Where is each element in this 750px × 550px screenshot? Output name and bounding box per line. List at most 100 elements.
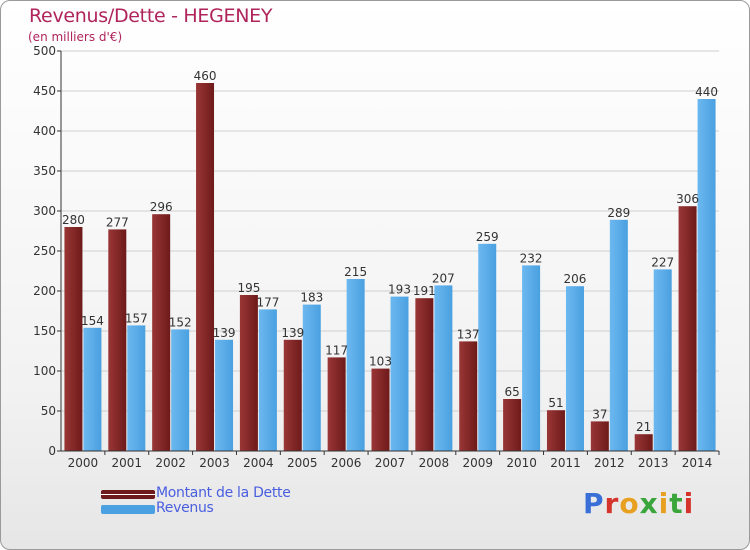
data-label-dette: 65 — [504, 385, 519, 399]
bar-dette — [546, 410, 565, 451]
logo-letter: o — [619, 487, 640, 520]
bar-revenus — [171, 329, 190, 451]
bar-revenus — [346, 279, 365, 451]
x-tick-label: 2013 — [638, 456, 669, 470]
logo-letter: i — [658, 487, 670, 520]
y-tick-label: 250 — [33, 244, 56, 258]
data-label-revenus: 215 — [344, 265, 367, 279]
logo-letter: t — [669, 487, 684, 520]
bar-revenus — [565, 286, 584, 451]
legend-label-dette: Montant de la Dette — [156, 485, 291, 501]
x-tick-label: 2008 — [419, 456, 450, 470]
y-tick-label: 50 — [41, 404, 56, 418]
data-label-revenus: 183 — [300, 291, 323, 305]
bar-revenus — [215, 339, 234, 451]
x-tick-label: 2009 — [462, 456, 493, 470]
data-label-dette: 460 — [194, 69, 217, 83]
bar-dette — [590, 421, 609, 451]
bar-revenus — [302, 304, 321, 451]
bar-dette — [634, 434, 653, 451]
data-label-dette: 191 — [413, 284, 436, 298]
bar-dette — [678, 206, 697, 451]
y-tick-label: 300 — [33, 204, 56, 218]
data-label-dette: 103 — [369, 355, 392, 369]
data-label-revenus: 154 — [81, 314, 104, 328]
proxiti-logo: Proxiti — [583, 487, 694, 520]
data-label-revenus: 232 — [520, 251, 543, 265]
bar-revenus — [434, 285, 453, 451]
chart-subtitle: (en milliers d'€) — [28, 30, 123, 44]
bar-dette — [503, 399, 522, 451]
bar-dette — [327, 357, 346, 451]
y-tick-label: 450 — [33, 84, 56, 98]
x-tick-label: 2007 — [375, 456, 406, 470]
data-label-dette: 117 — [325, 343, 348, 357]
bar-dette — [283, 339, 302, 451]
data-label-dette: 280 — [62, 213, 85, 227]
data-label-dette: 296 — [150, 200, 173, 214]
data-label-revenus: 206 — [564, 272, 587, 286]
data-label-revenus: 289 — [607, 206, 630, 220]
x-tick-label: 2005 — [287, 456, 318, 470]
y-tick-label: 0 — [48, 444, 56, 458]
x-tick-label: 2002 — [155, 456, 186, 470]
logo-letter: P — [583, 487, 605, 520]
bar-revenus — [609, 219, 628, 451]
x-tick-label: 2012 — [594, 456, 625, 470]
data-label-revenus: 207 — [432, 271, 455, 285]
data-label-revenus: 227 — [651, 255, 674, 269]
x-tick-label: 2014 — [682, 456, 713, 470]
x-tick-label: 2010 — [506, 456, 537, 470]
y-tick-label: 150 — [33, 324, 56, 338]
y-tick-label: 400 — [33, 124, 56, 138]
x-tick-label: 2003 — [199, 456, 230, 470]
y-tick-label: 100 — [33, 364, 56, 378]
legend-swatch-dette — [101, 490, 155, 499]
logo-letter: x — [639, 487, 659, 520]
y-tick-label: 350 — [33, 164, 56, 178]
bar-revenus — [653, 269, 672, 451]
bar-dette — [371, 368, 390, 451]
bar-revenus — [83, 327, 102, 451]
legend-label-revenus: Revenus — [156, 500, 214, 516]
x-tick-label: 2000 — [68, 456, 99, 470]
bar-revenus — [390, 296, 409, 451]
bar-revenus — [522, 265, 541, 451]
logo-letter: i — [683, 487, 695, 520]
data-label-dette: 137 — [457, 327, 480, 341]
bar-dette — [415, 298, 434, 451]
bar-revenus — [258, 309, 277, 451]
bar-revenus — [127, 325, 146, 451]
chart-title: Revenus/Dette - HEGENEY — [29, 5, 273, 27]
data-label-revenus: 139 — [213, 326, 236, 340]
x-tick-label: 2006 — [331, 456, 362, 470]
data-label-dette: 195 — [237, 281, 260, 295]
data-label-revenus: 259 — [476, 230, 499, 244]
x-tick-label: 2001 — [112, 456, 143, 470]
bar-dette — [64, 227, 83, 451]
data-label-dette: 277 — [106, 215, 129, 229]
data-label-revenus: 193 — [388, 283, 411, 297]
logo-letter: r — [604, 487, 620, 520]
data-label-dette: 37 — [592, 407, 607, 421]
data-label-revenus: 440 — [695, 85, 718, 99]
bar-dette — [239, 295, 258, 451]
bar-dette — [196, 83, 215, 451]
x-tick-label: 2011 — [550, 456, 581, 470]
bar-revenus — [478, 243, 497, 451]
bar-dette — [108, 229, 127, 451]
data-label-revenus: 152 — [169, 315, 192, 329]
y-tick-label: 500 — [33, 44, 56, 58]
data-label-dette: 21 — [636, 420, 651, 434]
bar-dette — [459, 341, 478, 451]
y-tick-label: 200 — [33, 284, 56, 298]
bar-dette — [152, 214, 171, 451]
data-label-revenus: 177 — [256, 295, 279, 309]
legend-swatch-revenus — [101, 505, 155, 514]
x-tick-label: 2004 — [243, 456, 274, 470]
data-label-dette: 306 — [676, 192, 699, 206]
data-label-revenus: 157 — [125, 311, 148, 325]
bar-revenus — [697, 99, 716, 451]
